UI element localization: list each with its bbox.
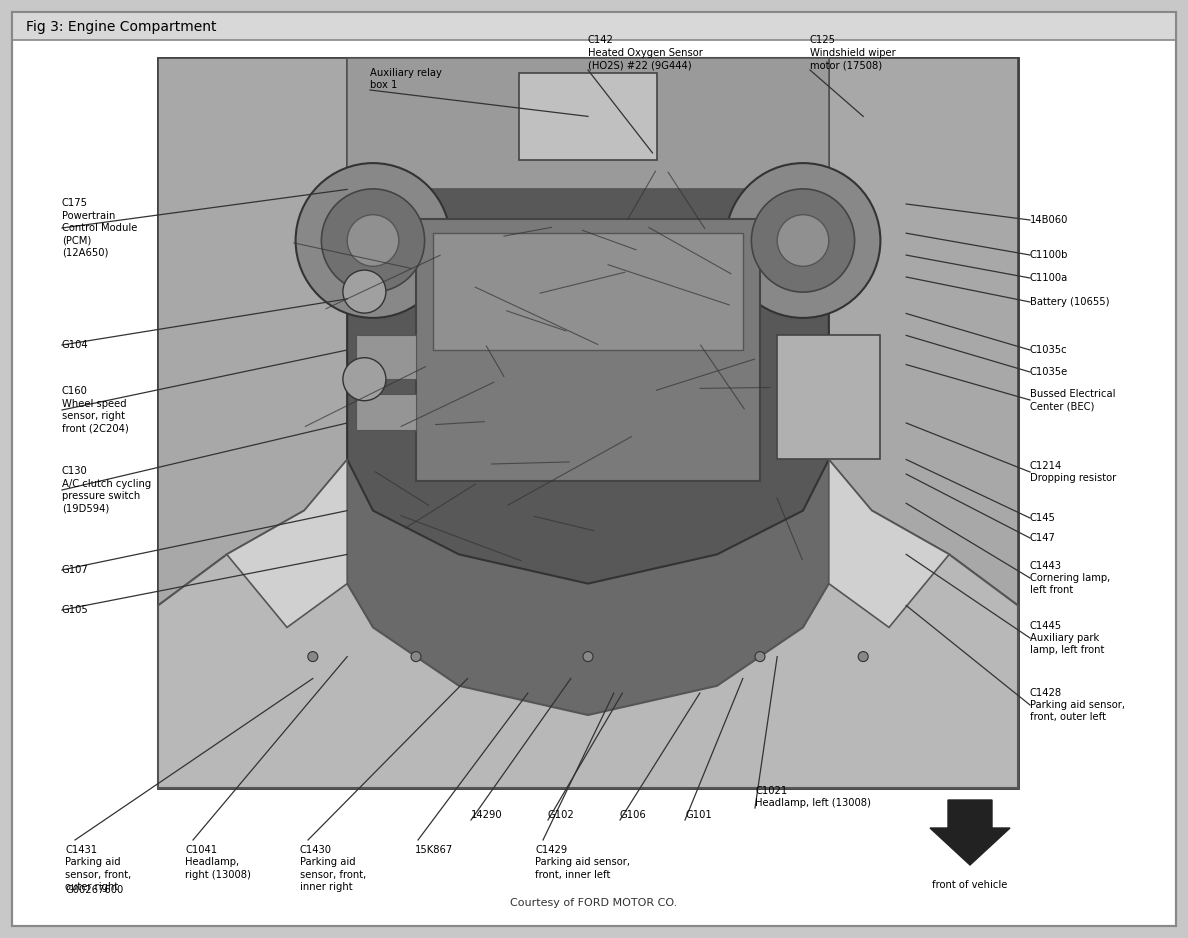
Circle shape bbox=[751, 189, 854, 292]
Circle shape bbox=[343, 357, 386, 401]
Text: G104: G104 bbox=[62, 340, 89, 350]
Polygon shape bbox=[227, 460, 347, 628]
Polygon shape bbox=[158, 58, 347, 606]
Circle shape bbox=[858, 652, 868, 661]
Text: C130
A/C clutch cycling
pressure switch
(19D594): C130 A/C clutch cycling pressure switch … bbox=[62, 466, 151, 514]
Text: G105: G105 bbox=[62, 605, 89, 615]
Polygon shape bbox=[347, 58, 829, 583]
Text: C1445
Auxiliary park
lamp, left front: C1445 Auxiliary park lamp, left front bbox=[1030, 621, 1105, 656]
Text: C125
Windshield wiper
motor (17508): C125 Windshield wiper motor (17508) bbox=[810, 36, 896, 70]
Text: C142
Heated Oxygen Sensor
(HO2S) #22 (9G444): C142 Heated Oxygen Sensor (HO2S) #22 (9G… bbox=[588, 36, 703, 70]
Polygon shape bbox=[829, 460, 949, 628]
Bar bbox=[158, 58, 1018, 788]
Circle shape bbox=[296, 163, 450, 318]
Text: G00267600: G00267600 bbox=[65, 885, 124, 895]
Text: C1430
Parking aid
sensor, front,
inner right: C1430 Parking aid sensor, front, inner r… bbox=[301, 845, 366, 892]
Bar bbox=[777, 336, 880, 460]
Text: C1021
Headlamp, left (13008): C1021 Headlamp, left (13008) bbox=[756, 786, 871, 808]
Text: C1100a: C1100a bbox=[1030, 273, 1068, 283]
Text: front of vehicle: front of vehicle bbox=[933, 880, 1007, 890]
Text: G106: G106 bbox=[620, 810, 646, 820]
Text: 14290: 14290 bbox=[470, 810, 503, 820]
Text: G107: G107 bbox=[62, 565, 89, 575]
Bar bbox=[416, 219, 760, 481]
Circle shape bbox=[308, 652, 318, 661]
Text: G102: G102 bbox=[548, 810, 575, 820]
Polygon shape bbox=[829, 58, 1018, 606]
Text: Battery (10655): Battery (10655) bbox=[1030, 297, 1110, 307]
Circle shape bbox=[583, 652, 593, 661]
Bar bbox=[158, 58, 1018, 189]
Text: C1214
Dropping resistor: C1214 Dropping resistor bbox=[1030, 461, 1117, 483]
Text: Fig 3: Engine Compartment: Fig 3: Engine Compartment bbox=[26, 20, 216, 34]
Polygon shape bbox=[930, 800, 1010, 865]
Bar bbox=[519, 72, 657, 160]
Text: G101: G101 bbox=[685, 810, 712, 820]
Text: C1443
Cornering lamp,
left front: C1443 Cornering lamp, left front bbox=[1030, 561, 1111, 596]
Circle shape bbox=[322, 189, 424, 292]
Text: Auxiliary relay
box 1: Auxiliary relay box 1 bbox=[369, 68, 442, 90]
Circle shape bbox=[411, 652, 421, 661]
Text: C1100b: C1100b bbox=[1030, 250, 1068, 260]
Text: 14B060: 14B060 bbox=[1030, 215, 1068, 225]
Bar bbox=[355, 394, 416, 431]
Text: C1035e: C1035e bbox=[1030, 367, 1068, 377]
Text: 15K867: 15K867 bbox=[415, 845, 454, 855]
Circle shape bbox=[726, 163, 880, 318]
Bar bbox=[12, 12, 1176, 40]
Text: C145: C145 bbox=[1030, 513, 1056, 523]
Circle shape bbox=[343, 270, 386, 313]
Text: C147: C147 bbox=[1030, 533, 1056, 543]
Text: C1035c: C1035c bbox=[1030, 345, 1068, 355]
Text: C1431
Parking aid
sensor, front,
outer right: C1431 Parking aid sensor, front, outer r… bbox=[65, 845, 131, 892]
Polygon shape bbox=[158, 510, 1018, 788]
Circle shape bbox=[756, 652, 765, 661]
Circle shape bbox=[347, 215, 399, 266]
Text: C175
Powertrain
Control Module
(PCM)
(12A650): C175 Powertrain Control Module (PCM) (12… bbox=[62, 198, 138, 258]
Bar bbox=[434, 234, 742, 350]
Text: C160
Wheel speed
sensor, right
front (2C204): C160 Wheel speed sensor, right front (2C… bbox=[62, 386, 128, 433]
Text: Courtesy of FORD MOTOR CO.: Courtesy of FORD MOTOR CO. bbox=[511, 898, 677, 908]
Circle shape bbox=[777, 215, 829, 266]
Text: C1429
Parking aid sensor,
front, inner left: C1429 Parking aid sensor, front, inner l… bbox=[535, 845, 630, 880]
Bar bbox=[355, 336, 416, 379]
Text: C1041
Headlamp,
right (13008): C1041 Headlamp, right (13008) bbox=[185, 845, 251, 880]
Bar bbox=[347, 58, 829, 189]
Text: C1428
Parking aid sensor,
front, outer left: C1428 Parking aid sensor, front, outer l… bbox=[1030, 688, 1125, 722]
Text: Bussed Electrical
Center (BEC): Bussed Electrical Center (BEC) bbox=[1030, 388, 1116, 411]
